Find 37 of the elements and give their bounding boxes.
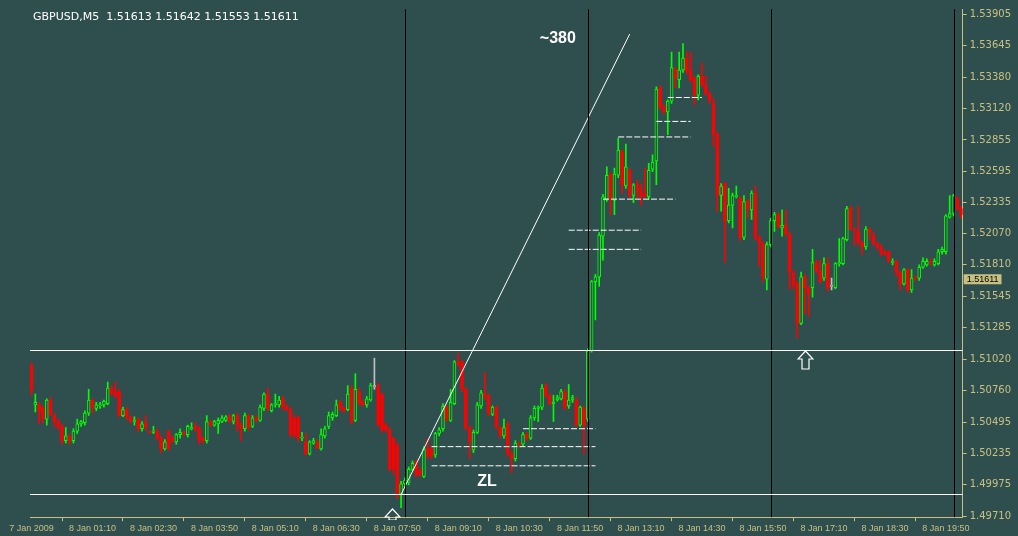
x-tick-label: 8 Jan 10:30 (495, 523, 543, 534)
y-tick-label: 1.51285 (969, 321, 1012, 333)
y-tick-label: 1.51545 (969, 290, 1012, 302)
y-tick-label: 1.51020 (969, 352, 1012, 364)
y-tick-label: 1.53905 (969, 7, 1012, 19)
x-tick-label: 8 Jan 17:10 (800, 523, 848, 534)
y-tick-label: 1.50760 (969, 384, 1012, 396)
y-tick-label: 1.53380 (969, 70, 1012, 82)
y-tick-label: 1.53645 (969, 39, 1012, 51)
x-tick-label: 8 Jan 11:50 (556, 523, 604, 534)
annotation: ZL (477, 472, 497, 490)
annotation: ~380 (539, 28, 576, 46)
y-tick-label: 1.49975 (969, 477, 1012, 489)
x-tick-label: 7 Jan 2009 (9, 523, 54, 534)
y-tick-label: 1.52595 (969, 164, 1012, 176)
y-tick-label: 1.52855 (969, 133, 1012, 145)
x-tick-label: 8 Jan 14:30 (678, 523, 726, 534)
chart-title: GBPUSD,M5 1.51613 1.51642 1.51553 1.51611 (33, 10, 299, 24)
x-tick-label: 8 Jan 07:50 (373, 523, 421, 534)
x-tick-label: 8 Jan 02:30 (129, 523, 177, 534)
x-tick-label: 8 Jan 13:10 (617, 523, 665, 534)
x-tick-label: 8 Jan 01:10 (68, 523, 116, 534)
x-tick-label: 8 Jan 15:50 (739, 523, 787, 534)
y-tick-label: 1.50495 (969, 415, 1012, 427)
x-tick-label: 8 Jan 09:10 (434, 523, 482, 534)
x-tick-label: 8 Jan 03:50 (190, 523, 238, 534)
x-tick-label: 8 Jan 05:10 (251, 523, 299, 534)
x-tick-label: 8 Jan 19:50 (922, 523, 970, 534)
x-tick-label: 8 Jan 06:30 (312, 523, 360, 534)
y-tick-label: 1.52335 (969, 195, 1012, 207)
x-tick-label: 8 Jan 18:30 (861, 523, 909, 534)
y-tick-label: 1.52070 (969, 227, 1012, 239)
y-tick-label: 1.50235 (969, 446, 1012, 458)
text: 1.51611 (966, 273, 999, 284)
y-tick-label: 1.51810 (969, 258, 1012, 270)
y-tick-label: 1.49710 (969, 509, 1012, 521)
y-tick-label: 1.53120 (969, 101, 1012, 113)
